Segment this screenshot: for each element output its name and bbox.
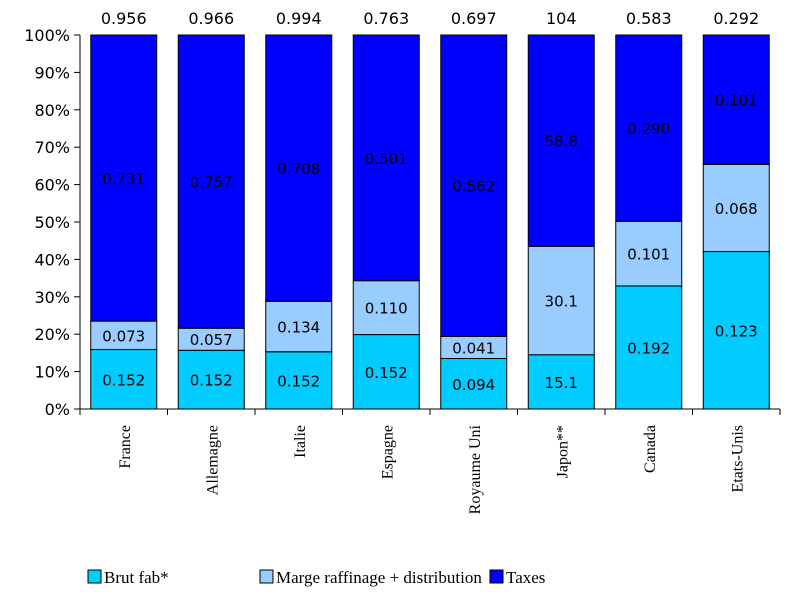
y-tick-label: 100% — [24, 26, 70, 45]
y-tick-label: 60% — [34, 176, 70, 195]
legend-label: Marge raffinage + distribution — [276, 568, 482, 587]
segment-labels: 0.152 0.073 0.731 0.152 0.057 0.757 0.152 0.134… — [102, 92, 757, 394]
bar-segment — [352, 34, 420, 282]
legend: Brut fab* Marge raffinage + distribution T… — [87, 568, 545, 587]
bar-total-label: 0.763 — [363, 9, 409, 28]
bar-total-label: 0.966 — [188, 9, 234, 28]
y-axis: 0% 10% 20% 30% 40% 50% 60% 70% 80% 90% 100% — [24, 26, 81, 419]
segment-value-label: 0.152 — [365, 364, 408, 382]
bar-segment — [527, 245, 595, 356]
segment-value-label: 15.1 — [545, 374, 578, 392]
bar-segment — [90, 34, 158, 322]
segment-value-label: 0.501 — [365, 150, 408, 168]
segment-value-label: 0.731 — [102, 170, 145, 188]
segment-value-label: 58.8 — [545, 133, 578, 151]
y-tick-label: 90% — [34, 63, 70, 82]
category-label: Canada — [642, 425, 659, 473]
y-tick-label: 80% — [34, 101, 70, 120]
segment-value-label: 0.123 — [715, 322, 758, 340]
bar-total-label: 104 — [546, 9, 577, 28]
bar-segment — [440, 358, 508, 410]
bar-segment — [615, 34, 683, 222]
category-label: France — [117, 425, 134, 469]
y-tick-label: 40% — [34, 250, 70, 269]
bar-segment — [702, 251, 770, 410]
segment-value-label: 0.110 — [365, 300, 408, 318]
bar-total-label: 0.994 — [276, 9, 322, 28]
category-label: Japon** — [554, 425, 571, 478]
segment-value-label: 0.152 — [190, 372, 233, 390]
bar-segment — [352, 334, 420, 410]
bar-total-label: 0.697 — [451, 9, 497, 28]
bar-total-label: 0.956 — [101, 9, 147, 28]
y-tick-label: 20% — [34, 325, 70, 344]
legend-swatch — [489, 569, 504, 584]
segment-value-label: 0.068 — [715, 200, 758, 218]
bar-total-label: 0.583 — [626, 9, 672, 28]
x-axis: France Allemagne Italie Espagne Royaume Uni J… — [79, 408, 781, 514]
bar-segment — [702, 34, 770, 165]
bar-segment — [177, 34, 245, 329]
segment-value-label: 0.101 — [715, 92, 758, 110]
bar-totals: 0.956 0.966 0.994 0.763 0.697 104 0.583 0.292 — [101, 9, 759, 28]
segment-value-label: 30.1 — [545, 293, 578, 311]
bar-segment — [440, 34, 508, 337]
bar-segment — [352, 280, 420, 336]
bar-segment — [527, 34, 595, 247]
legend-label: Taxes — [506, 568, 545, 587]
y-tick-label: 30% — [34, 288, 70, 307]
segment-value-label: 0.290 — [627, 120, 670, 138]
y-tick-label: 0% — [45, 400, 70, 419]
legend-swatch — [87, 569, 102, 584]
bar-segment — [265, 34, 333, 302]
segment-value-label: 0.041 — [452, 339, 495, 357]
legend-label: Brut fab* — [104, 568, 169, 587]
category-label: Etats-Unis — [729, 425, 746, 493]
bar-segment — [702, 163, 770, 253]
segment-value-label: 0.057 — [190, 331, 233, 349]
bar-total-label: 0.292 — [713, 9, 759, 28]
bars — [90, 34, 770, 410]
bar-segment — [90, 349, 158, 410]
segment-value-label: 0.152 — [102, 371, 145, 389]
segment-value-label: 0.152 — [277, 372, 320, 390]
segment-value-label: 0.192 — [627, 339, 670, 357]
segment-value-label: 0.757 — [190, 174, 233, 192]
category-label: Allemagne — [204, 425, 221, 495]
segment-value-label: 0.708 — [277, 160, 320, 178]
segment-value-label: 0.562 — [452, 178, 495, 196]
legend-swatch — [259, 569, 274, 584]
segment-value-label: 0.134 — [277, 319, 320, 337]
y-tick-label: 10% — [34, 363, 70, 382]
category-label: Royaume Uni — [467, 424, 484, 514]
bar-segment — [527, 354, 595, 410]
y-tick-label: 70% — [34, 138, 70, 157]
y-tick-label: 50% — [34, 213, 70, 232]
category-label: Espagne — [379, 425, 396, 479]
segment-value-label: 0.094 — [452, 376, 495, 394]
segment-value-label: 0.073 — [102, 327, 145, 345]
category-label: Italie — [292, 425, 309, 458]
segment-value-label: 0.101 — [627, 246, 670, 264]
bar-segment — [615, 285, 683, 410]
bar-segment — [615, 220, 683, 287]
